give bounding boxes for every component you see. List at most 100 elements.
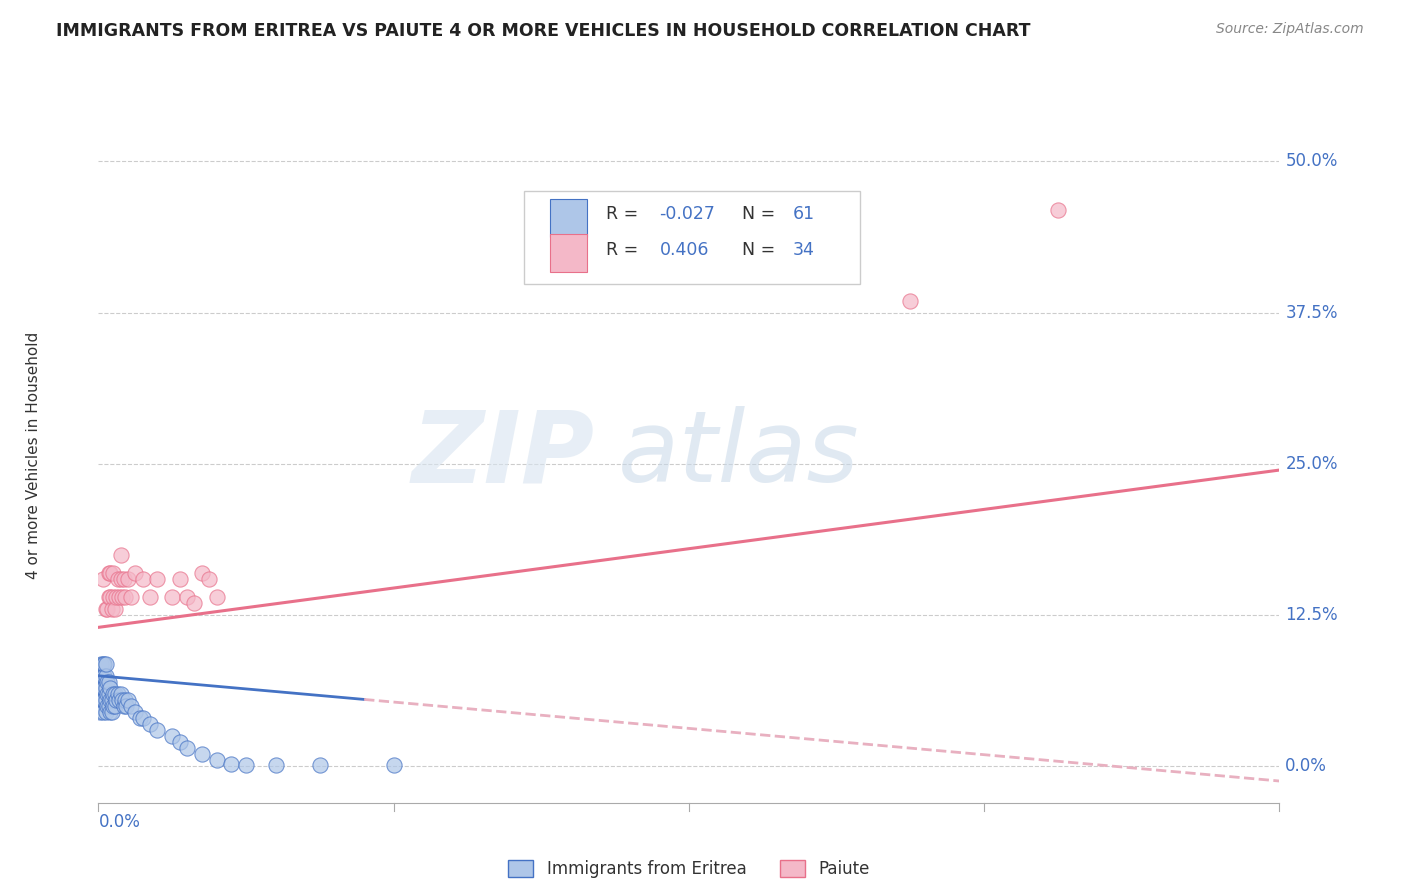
Point [169, 735, 191, 749]
Point [162, 729, 183, 743]
Point [205, 754, 228, 768]
Point [96, 602, 118, 616]
Point [110, 548, 132, 562]
FancyBboxPatch shape [550, 234, 588, 272]
Text: 0.406: 0.406 [659, 241, 709, 259]
Text: 34: 34 [793, 241, 814, 259]
Point [91, 572, 114, 586]
Point [93, 657, 115, 671]
Point [91, 669, 114, 683]
Point [219, 757, 242, 772]
Point [94, 669, 117, 683]
Text: N =: N = [742, 205, 775, 223]
Text: IMMIGRANTS FROM ERITREA VS PAIUTE 4 OR MORE VEHICLES IN HOUSEHOLD CORRELATION CH: IMMIGRANTS FROM ERITREA VS PAIUTE 4 OR M… [56, 22, 1031, 40]
Point [176, 590, 198, 604]
Point [169, 572, 191, 586]
Point [104, 687, 127, 701]
Point [94, 681, 117, 695]
Point [98, 693, 121, 707]
Point [146, 723, 169, 738]
Point [105, 590, 128, 604]
Point [139, 590, 162, 604]
FancyBboxPatch shape [523, 191, 860, 285]
Point [98, 681, 121, 695]
Point [900, 293, 922, 308]
Text: N =: N = [742, 241, 775, 259]
Point [124, 566, 146, 580]
Point [132, 572, 155, 586]
Point [108, 693, 131, 707]
FancyBboxPatch shape [550, 199, 588, 237]
Point [176, 741, 198, 756]
Point [89, 669, 111, 683]
Point [96, 698, 118, 713]
Point [93, 669, 115, 683]
Point [91, 657, 114, 671]
Text: -0.027: -0.027 [659, 205, 716, 223]
Point [94, 705, 117, 719]
Text: 25.0%: 25.0% [1285, 455, 1339, 473]
Point [93, 681, 115, 695]
Point [103, 687, 125, 701]
Point [97, 590, 120, 604]
Point [111, 693, 134, 707]
Point [94, 602, 117, 616]
Text: 37.5%: 37.5% [1285, 304, 1339, 322]
Point [183, 596, 205, 610]
Point [90, 693, 112, 707]
Point [91, 693, 114, 707]
Point [89, 681, 111, 695]
Text: 12.5%: 12.5% [1285, 607, 1339, 624]
Text: atlas: atlas [619, 407, 859, 503]
Point [235, 758, 257, 772]
Point [191, 747, 214, 762]
Point [104, 698, 127, 713]
Point [108, 590, 131, 604]
Point [91, 681, 114, 695]
Point [111, 590, 134, 604]
Text: 61: 61 [793, 205, 815, 223]
Point [112, 698, 135, 713]
Text: R =: R = [606, 241, 638, 259]
Point [107, 687, 129, 701]
Point [103, 566, 125, 580]
Point [120, 590, 142, 604]
Point [110, 687, 132, 701]
Point [94, 693, 117, 707]
Point [98, 566, 121, 580]
Point [146, 572, 169, 586]
Point [97, 698, 120, 713]
Point [94, 657, 117, 671]
Point [96, 674, 118, 689]
Point [104, 602, 127, 616]
Point [90, 669, 112, 683]
Point [100, 705, 122, 719]
Text: 0.0%: 0.0% [98, 814, 141, 831]
Point [382, 758, 405, 772]
Point [117, 572, 139, 586]
Point [309, 758, 332, 772]
Point [264, 758, 287, 772]
Point [132, 711, 155, 725]
Text: ZIP: ZIP [412, 407, 595, 503]
Point [114, 590, 136, 604]
Point [93, 693, 115, 707]
Point [98, 590, 121, 604]
Point [89, 705, 111, 719]
Point [97, 674, 120, 689]
Point [115, 698, 138, 713]
Point [103, 590, 125, 604]
Point [114, 693, 136, 707]
Point [103, 698, 125, 713]
Point [90, 657, 112, 671]
Point [1046, 202, 1069, 217]
Point [205, 590, 228, 604]
Point [139, 717, 162, 731]
Point [124, 705, 146, 719]
Point [100, 602, 122, 616]
Point [90, 681, 112, 695]
Point [191, 566, 214, 580]
Point [117, 693, 139, 707]
Point [97, 566, 120, 580]
Text: 0.0%: 0.0% [1285, 757, 1327, 775]
